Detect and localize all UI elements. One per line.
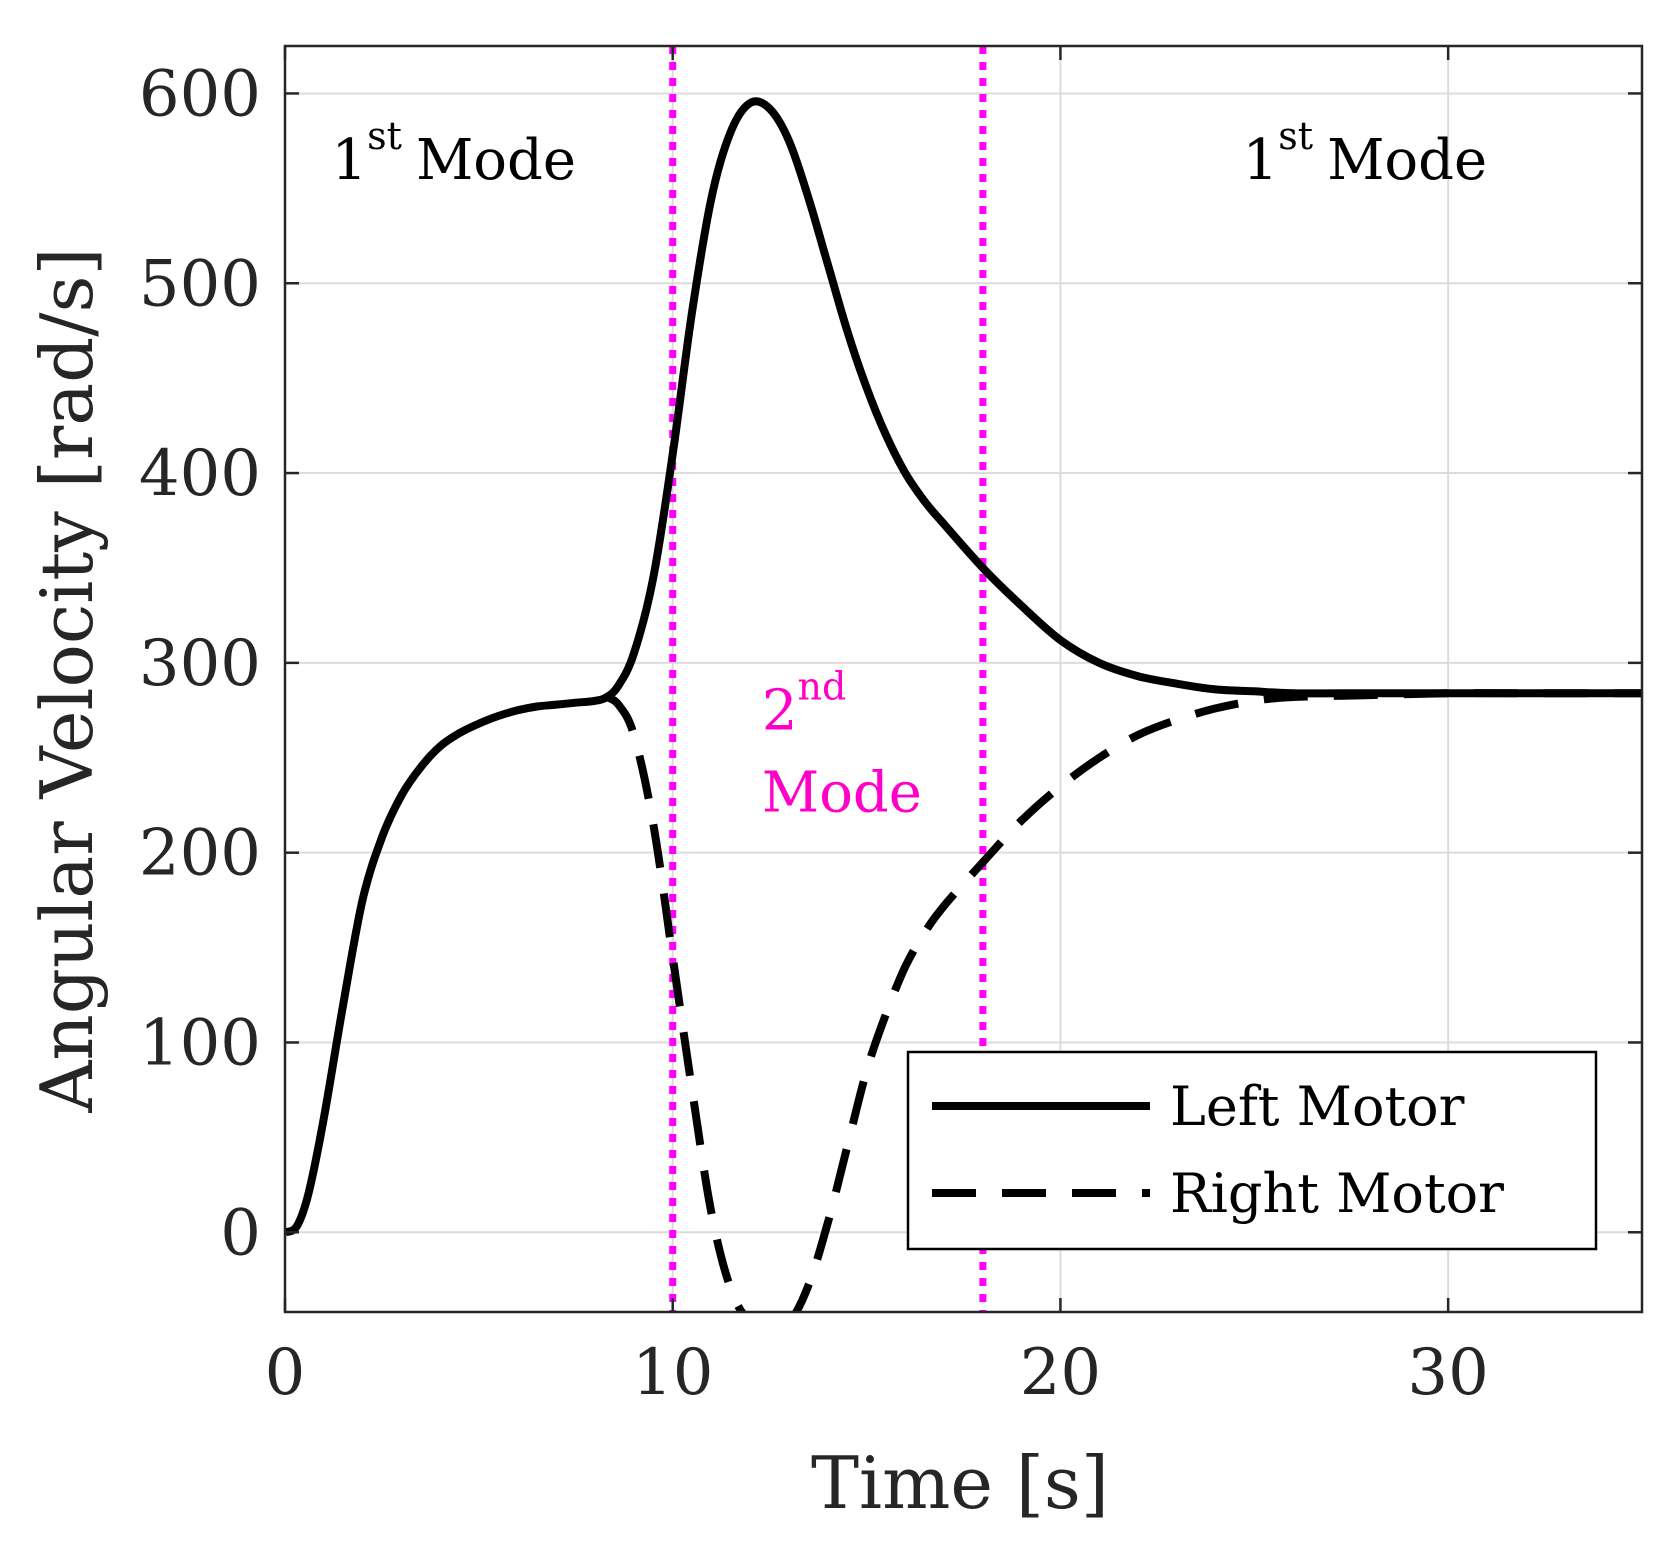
annotation-mode2-label: Mode	[762, 760, 922, 825]
y-tick-label: 600	[139, 57, 261, 131]
legend-label-left-motor: Left Motor	[1170, 1075, 1465, 1138]
x-tick-label: 30	[1407, 1336, 1488, 1410]
x-axis-title: Time [s]	[811, 1441, 1109, 1525]
y-tick-label: 200	[139, 817, 261, 891]
legend: Left Motor Right Motor	[906, 1050, 1598, 1251]
annotation-mode2-number: 2nd	[762, 664, 846, 743]
legend-label-right-motor: Right Motor	[1170, 1162, 1504, 1225]
mode-switch-lines	[669, 46, 987, 1312]
grid	[284, 46, 1642, 1312]
y-tick-label: 500	[139, 247, 261, 321]
x-tick-label: 10	[632, 1336, 713, 1410]
series-line-left-motor	[285, 97, 1642, 1237]
y-tick-label: 0	[220, 1196, 261, 1270]
annotations: 1st Mode 2nd Mode 1st Mode	[332, 114, 1488, 825]
plot-frame	[283, 44, 1644, 1314]
series-line-right-motor	[604, 689, 1642, 1312]
legend-box	[906, 1050, 1598, 1251]
y-tick-label: 400	[139, 437, 261, 511]
series	[285, 97, 1642, 1312]
annotation-mode1-right: 1st Mode	[1243, 114, 1487, 193]
y-axis-title: Angular Velocity [rad/s]	[25, 247, 109, 1113]
x-tick-label: 20	[1020, 1336, 1101, 1410]
y-tick-label: 100	[139, 1006, 261, 1080]
x-tick-label: 0	[265, 1336, 306, 1410]
y-tick-label: 300	[139, 627, 261, 701]
annotation-mode1-left: 1st Mode	[332, 114, 576, 193]
